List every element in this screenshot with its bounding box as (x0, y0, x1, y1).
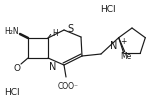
Text: HCl: HCl (100, 4, 116, 14)
Text: S: S (67, 24, 73, 34)
Text: H₂N: H₂N (5, 27, 19, 36)
Text: N: N (110, 41, 118, 51)
Text: H: H (52, 28, 58, 38)
Text: +: + (121, 37, 127, 46)
Text: Me: Me (120, 52, 131, 61)
Text: HCl: HCl (4, 87, 20, 97)
Text: O: O (13, 64, 20, 72)
Text: N: N (49, 62, 56, 72)
Text: COO⁻: COO⁻ (58, 82, 79, 90)
